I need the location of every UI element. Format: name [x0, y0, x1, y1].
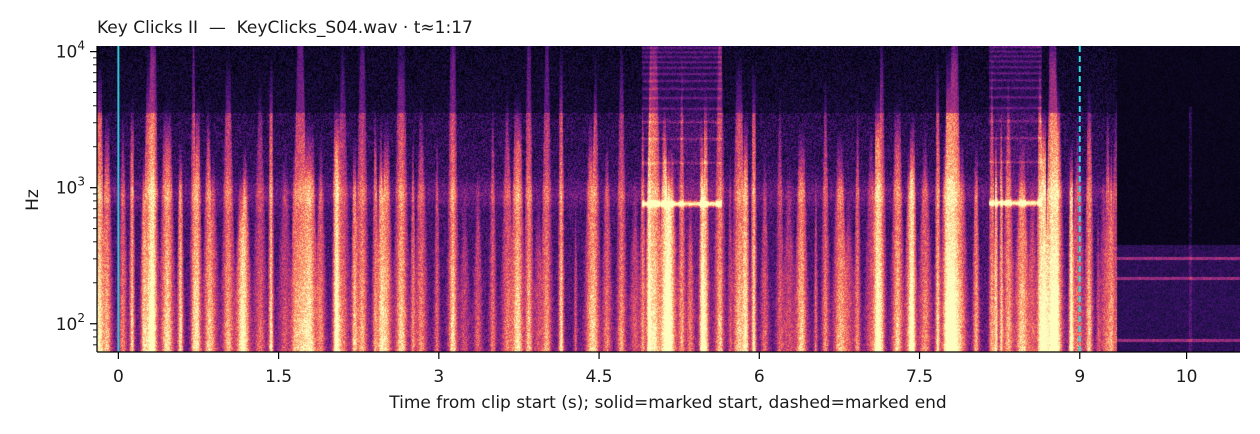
y-tick-exponent: 3 [77, 175, 85, 189]
x-tick-label: 1.5 [265, 367, 292, 387]
y-tick-base: 10 [56, 315, 78, 335]
chart-title: Key Clicks II — KeyClicks_S04.wav · t≈1:… [97, 18, 473, 38]
spectrogram-heatmap [97, 46, 1240, 352]
marker-lines [117, 46, 1081, 352]
y-tick-exponent: 4 [77, 39, 85, 53]
x-tick-label: 3 [433, 367, 444, 387]
y-tick-label: 104 [56, 39, 85, 63]
y-tick-base: 10 [56, 179, 78, 199]
y-tick-label: 102 [56, 311, 85, 335]
axes-frame [96, 46, 1240, 353]
x-axis: 0 1.5 3 4.5 6 7.5 9 10 [113, 352, 1197, 387]
x-tick-label: 9 [1074, 367, 1085, 387]
y-axis-label: Hz [23, 189, 43, 211]
spectrogram-plot-area [97, 46, 1240, 352]
x-tick-label: 4.5 [586, 367, 613, 387]
x-tick-label: 10 [1176, 367, 1198, 387]
y-tick-base: 10 [56, 43, 78, 63]
x-tick-label: 6 [754, 367, 765, 387]
x-axis-label: Time from clip start (s); solid=marked s… [388, 393, 946, 413]
x-tick-label: 0 [113, 367, 124, 387]
y-tick-exponent: 2 [77, 311, 85, 325]
x-tick-label: 7.5 [906, 367, 933, 387]
y-tick-label: 103 [56, 175, 85, 199]
